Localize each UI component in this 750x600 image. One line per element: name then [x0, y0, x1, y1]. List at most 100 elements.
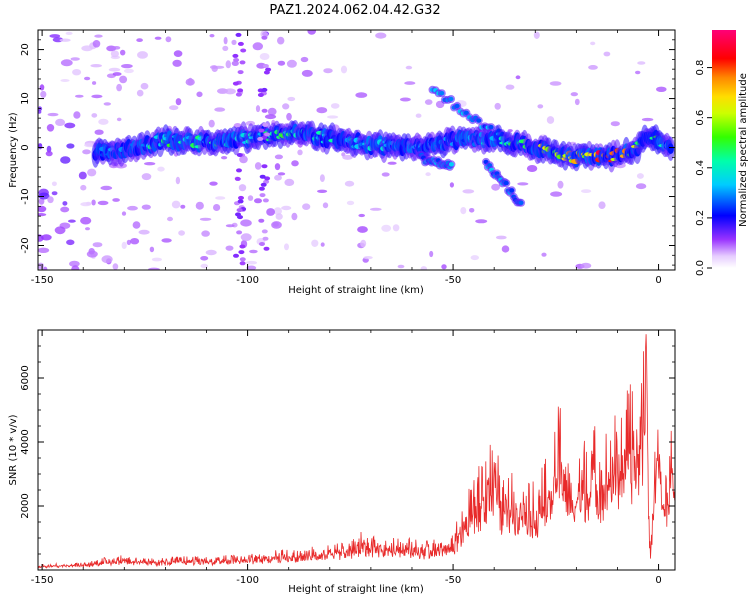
noise-blob [157, 166, 165, 172]
noise-blob [399, 97, 411, 102]
noise-blob [360, 239, 367, 248]
colorbar-gradient [712, 30, 736, 268]
noise-blob [340, 65, 348, 74]
noise-blob [38, 110, 42, 114]
noise-blob [297, 149, 303, 156]
noise-blob [223, 36, 228, 45]
noise-blob [38, 205, 47, 213]
noise-blob [62, 201, 68, 206]
colorbar-ticks: 0.0 0.2 0.4 0.6 0.8 [695, 60, 712, 276]
column-blob [259, 193, 266, 198]
branch-body [518, 200, 524, 205]
noise-blob [116, 83, 122, 92]
noise-blob [60, 156, 71, 164]
noise-blob [515, 75, 521, 80]
noise-blob [126, 239, 132, 245]
column-blob [261, 87, 268, 92]
noise-blob [239, 155, 248, 164]
noise-blob [302, 203, 311, 210]
column-blob [232, 53, 239, 58]
noise-blob [505, 84, 515, 90]
spectrogram-frame [37, 29, 676, 271]
noise-blob [322, 202, 329, 209]
noise-blob [221, 156, 228, 160]
spectrogram-ylabel: Frequency (Hz) [8, 112, 19, 188]
noise-blob [169, 105, 179, 111]
noise-blob [175, 176, 181, 185]
noise-blob [64, 122, 76, 129]
noise-blob [533, 31, 540, 39]
noise-blob [240, 233, 252, 242]
column-blob [238, 195, 244, 200]
column-blob [261, 35, 268, 40]
noise-blob [323, 68, 333, 74]
noise-blob [121, 241, 127, 249]
branch-body [476, 118, 482, 123]
noise-blob [43, 266, 48, 270]
noise-blob [581, 189, 592, 194]
noise-blob [470, 255, 479, 261]
column-blob [236, 168, 242, 173]
noise-blob [81, 45, 93, 52]
noise-blob [45, 151, 53, 157]
noise-blob [120, 49, 126, 56]
column-blob [259, 242, 265, 246]
noise-blob [495, 235, 507, 240]
column-blob [258, 128, 265, 133]
noise-blob [311, 239, 319, 247]
noise-blob [82, 149, 91, 155]
noise-blob [580, 262, 592, 269]
noise-blob [208, 119, 215, 128]
column-blob [264, 132, 270, 137]
noise-blob [75, 94, 84, 98]
noise-blob [277, 60, 286, 66]
column-blob [263, 246, 270, 251]
noise-blob [245, 120, 255, 126]
noise-blob [110, 50, 119, 58]
noise-blob [167, 216, 173, 222]
noise-blob [550, 191, 563, 197]
noise-blob [317, 189, 328, 193]
y-tick-label: -20 [20, 237, 31, 253]
noise-blob [636, 173, 644, 179]
noise-blob [151, 257, 162, 262]
noise-blob [213, 204, 221, 211]
noise-blob [387, 161, 397, 165]
noise-blob [238, 184, 247, 192]
colorbar-tick-label: 0.6 [695, 110, 706, 126]
noise-blob [211, 65, 218, 72]
y-tick-label: 20 [20, 43, 31, 56]
noise-blob [656, 86, 667, 93]
column-blob [263, 70, 270, 75]
snr-axes: -150 -100 -50 0 2000 4000 6000 [20, 329, 675, 586]
noise-blob [252, 42, 263, 51]
y-tick-label: 2000 [20, 493, 31, 518]
snr-series-line [38, 334, 675, 569]
noise-blob [209, 181, 218, 186]
noise-blob [344, 180, 355, 187]
noise-blob [635, 70, 641, 75]
noise-blob [51, 191, 58, 196]
noise-blob [175, 98, 182, 106]
column-blob [240, 48, 247, 53]
spectrogram-cells [38, 30, 675, 270]
x-tick-label: -50 [445, 575, 461, 586]
noise-blob [187, 77, 193, 86]
noise-blob [424, 99, 433, 105]
noise-blob [172, 59, 182, 67]
column-blob [238, 250, 245, 255]
noise-blob [245, 260, 258, 265]
noise-blob [491, 183, 500, 191]
noise-blob [381, 172, 390, 177]
noise-blob [441, 264, 447, 270]
noise-blob [330, 103, 340, 109]
noise-blob [161, 238, 172, 243]
noise-blob [66, 239, 75, 246]
noise-blob [180, 204, 186, 209]
noise-blob [284, 178, 295, 186]
noise-blob [47, 112, 59, 117]
noise-blob [112, 72, 122, 76]
noise-blob [598, 201, 606, 209]
noise-blob [425, 172, 431, 177]
